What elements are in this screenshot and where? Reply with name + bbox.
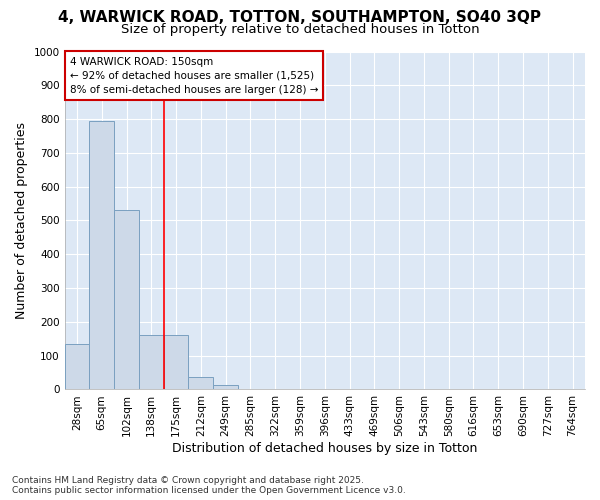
Bar [139, 336, 164, 390]
Text: 4 WARWICK ROAD: 150sqm
← 92% of detached houses are smaller (1,525)
8% of semi-d: 4 WARWICK ROAD: 150sqm ← 92% of detached… [70, 56, 318, 94]
Bar [164, 336, 188, 390]
Bar [65, 344, 89, 390]
Bar [188, 376, 213, 390]
Y-axis label: Number of detached properties: Number of detached properties [15, 122, 28, 319]
X-axis label: Distribution of detached houses by size in Totton: Distribution of detached houses by size … [172, 442, 478, 455]
Bar [89, 121, 114, 390]
Text: Contains HM Land Registry data © Crown copyright and database right 2025.
Contai: Contains HM Land Registry data © Crown c… [12, 476, 406, 495]
Text: Size of property relative to detached houses in Totton: Size of property relative to detached ho… [121, 22, 479, 36]
Bar [114, 210, 139, 390]
Bar [213, 386, 238, 390]
Text: 4, WARWICK ROAD, TOTTON, SOUTHAMPTON, SO40 3QP: 4, WARWICK ROAD, TOTTON, SOUTHAMPTON, SO… [59, 10, 542, 25]
